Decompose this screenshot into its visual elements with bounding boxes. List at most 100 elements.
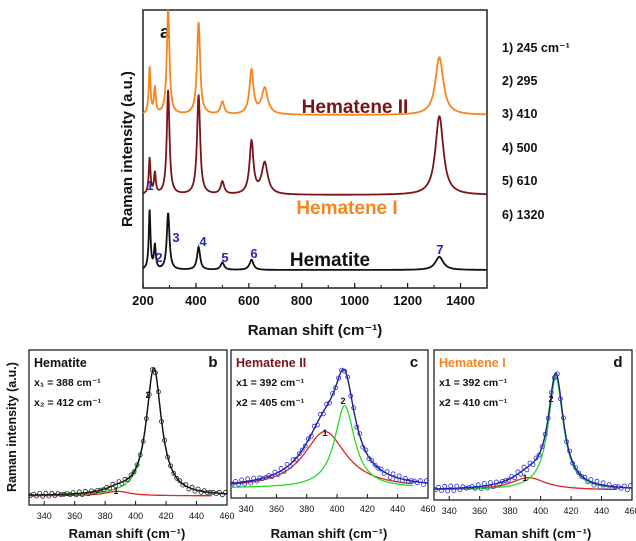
- data-point: [336, 375, 342, 381]
- data-point: [582, 474, 588, 480]
- data-point: [171, 470, 177, 476]
- x-tick-label-b: 340: [37, 511, 52, 521]
- data-point: [64, 491, 70, 497]
- data-point: [612, 484, 618, 489]
- sample-title-c: Hematene II: [236, 356, 306, 370]
- data-point: [439, 488, 445, 494]
- data-point: [204, 490, 210, 496]
- x-tick-label-b: 360: [67, 511, 82, 521]
- data-point: [573, 465, 578, 470]
- peak-number-label: 6: [250, 246, 257, 261]
- data-point: [37, 490, 43, 496]
- data-point: [239, 477, 245, 483]
- panel-label-b: b: [208, 354, 217, 371]
- x-tick-label-b: 440: [189, 511, 204, 521]
- x-axis-label-d: Raman shift (cm⁻¹): [475, 526, 592, 541]
- peak-list-item: 2) 295: [502, 73, 538, 88]
- data-point: [357, 431, 363, 437]
- fit-component-2-c: [231, 404, 413, 488]
- data-point: [396, 473, 402, 479]
- data-point: [354, 424, 360, 430]
- data-point: [512, 475, 518, 481]
- component-1-label: 1: [322, 428, 327, 438]
- data-point: [417, 478, 423, 484]
- x-tick-label-a: 600: [238, 293, 260, 308]
- x-tick-label-c: 340: [239, 504, 254, 514]
- data-point: [436, 484, 442, 490]
- x-tick-label-d: 440: [594, 506, 609, 516]
- peak-number-label: 2: [155, 250, 162, 265]
- data-point: [497, 481, 502, 487]
- data-point: [168, 463, 174, 469]
- data-point: [192, 488, 198, 494]
- x1-label-b: x₁ = 388 cm⁻¹: [34, 377, 101, 389]
- data-point: [551, 375, 557, 381]
- series-label-hematite: Hematite: [290, 250, 370, 271]
- x-axis-label-a: Raman shift (cm⁻¹): [248, 322, 383, 339]
- x-tick-label-a: 1000: [340, 293, 369, 308]
- data-point: [76, 489, 82, 495]
- data-point: [628, 483, 633, 489]
- component-2-label: 2: [145, 390, 150, 400]
- data-point: [606, 482, 612, 488]
- data-point: [333, 385, 339, 391]
- peak-number-label: 3: [172, 230, 179, 245]
- data-point: [539, 444, 545, 450]
- data-point: [143, 416, 149, 422]
- data-point: [79, 492, 85, 498]
- peak-list-item: 5) 610: [502, 174, 538, 188]
- x2-label-c: x2 = 405 cm⁻¹: [236, 397, 305, 409]
- x-tick-label-c: 360: [269, 504, 284, 514]
- x1-label-c: x1 = 392 cm⁻¹: [236, 377, 305, 389]
- series-line-hematene-ii: [142, 89, 487, 196]
- data-point: [159, 419, 164, 424]
- x-tick-label-d: 380: [503, 506, 518, 516]
- data-point: [402, 475, 408, 481]
- series-line-hematene-i: [142, 9, 487, 116]
- data-point: [475, 482, 481, 488]
- data-point: [308, 433, 314, 439]
- x-tick-label-c: 440: [390, 504, 405, 514]
- data-point: [165, 454, 171, 460]
- data-point: [122, 476, 128, 482]
- data-point: [500, 478, 505, 484]
- x-tick-label-c: 400: [330, 504, 345, 514]
- data-point: [146, 391, 152, 397]
- data-point: [290, 457, 296, 463]
- x-tick-label-b: 400: [128, 511, 143, 521]
- data-point: [210, 490, 216, 495]
- data-point: [509, 474, 515, 479]
- data-point: [463, 485, 469, 491]
- data-point: [281, 468, 287, 474]
- x2-label-b: x₂ = 412 cm⁻¹: [34, 397, 102, 409]
- component-2-label: 2: [548, 394, 553, 404]
- peak-number-label: 4: [199, 234, 207, 249]
- data-point: [487, 480, 493, 486]
- x-tick-label-d: 420: [564, 506, 579, 516]
- data-point: [594, 478, 600, 484]
- x2-label-d: x2 = 410 cm⁻¹: [439, 397, 508, 409]
- data-point: [260, 476, 266, 482]
- panel-label-a: a: [160, 22, 171, 42]
- x-tick-label-b: 460: [219, 511, 234, 521]
- data-point: [34, 493, 39, 499]
- fit-total-d: [434, 371, 632, 490]
- peak-number-label: 7: [436, 242, 443, 257]
- data-point: [125, 477, 131, 483]
- data-point: [445, 488, 451, 494]
- data-point: [86, 491, 91, 497]
- data-point: [545, 415, 551, 421]
- data-point: [251, 475, 257, 481]
- data-point: [248, 480, 254, 486]
- data-point: [564, 439, 569, 445]
- data-point: [421, 482, 426, 488]
- data-point: [128, 472, 134, 478]
- data-point: [454, 483, 460, 489]
- data-point: [257, 475, 263, 481]
- data-point: [180, 482, 186, 488]
- component-1-label: 1: [113, 486, 118, 496]
- data-point: [424, 478, 429, 484]
- x-tick-label-c: 380: [299, 504, 314, 514]
- sample-title-d: Hematene I: [439, 356, 506, 370]
